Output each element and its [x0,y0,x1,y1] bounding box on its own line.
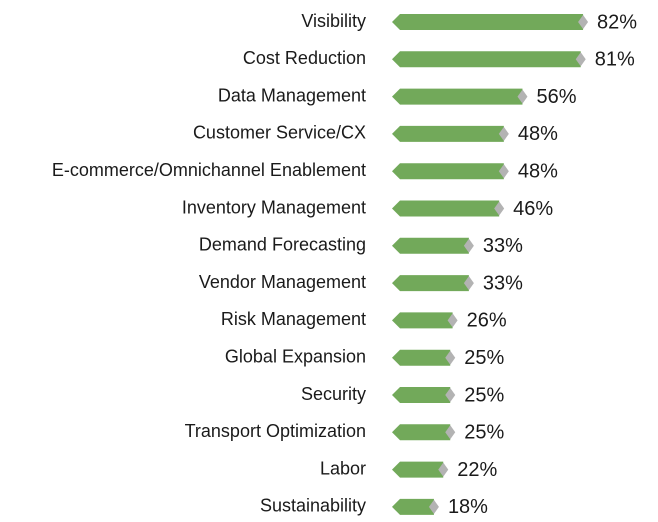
bar-end-marker [445,350,456,365]
category-label: Vendor Management [199,272,366,292]
bar-end-marker [438,462,449,477]
value-label: 18% [448,496,488,518]
category-label: Transport Optimization [185,421,366,441]
value-label: 82% [597,11,637,33]
category-label: E-commerce/Omnichannel Enablement [52,160,366,180]
bar-end-marker [463,276,474,291]
value-label: 48% [518,123,558,145]
value-label: 33% [483,235,523,257]
bar [392,51,581,68]
category-label: Data Management [218,85,366,105]
bar [392,387,451,403]
value-label: 25% [464,384,504,406]
bar [392,498,434,515]
bar [392,200,500,217]
bar-end-marker [494,201,505,216]
bar [392,312,453,329]
bar-end-marker [578,15,589,29]
category-label: Labor [320,458,366,478]
value-label: 46% [513,198,553,220]
bar-end-marker [517,89,528,104]
value-label: 48% [518,160,558,182]
value-label: 25% [464,422,504,444]
bar-end-marker [445,425,456,440]
bar-end-marker [498,126,509,141]
bar-end-marker [445,388,456,402]
value-label: 33% [483,272,523,294]
category-label: Inventory Management [182,197,366,217]
bar-end-marker [428,499,439,514]
value-label: 25% [464,347,504,369]
value-label: 81% [595,49,635,71]
category-label: Cost Reduction [243,48,366,68]
bar [392,424,451,441]
bar [392,237,469,254]
bar [392,461,444,478]
bar-end-marker [463,238,474,253]
value-label: 22% [457,459,497,481]
bar [392,88,523,105]
bar [392,275,469,292]
bar-end-marker [498,164,509,179]
bar [392,14,584,30]
category-label: Visibility [301,11,366,31]
bar [392,163,504,180]
bar-end-marker [447,313,458,328]
category-label: Customer Service/CX [193,123,366,143]
value-label: 26% [467,310,507,332]
category-label: Demand Forecasting [199,235,366,255]
bar [392,125,504,142]
bar-end-marker [575,52,586,67]
bar [392,349,451,366]
value-label: 56% [536,86,576,108]
category-label: Risk Management [221,309,366,329]
category-label: Security [301,384,366,404]
category-label: Sustainability [260,496,366,516]
category-label: Global Expansion [225,346,366,366]
